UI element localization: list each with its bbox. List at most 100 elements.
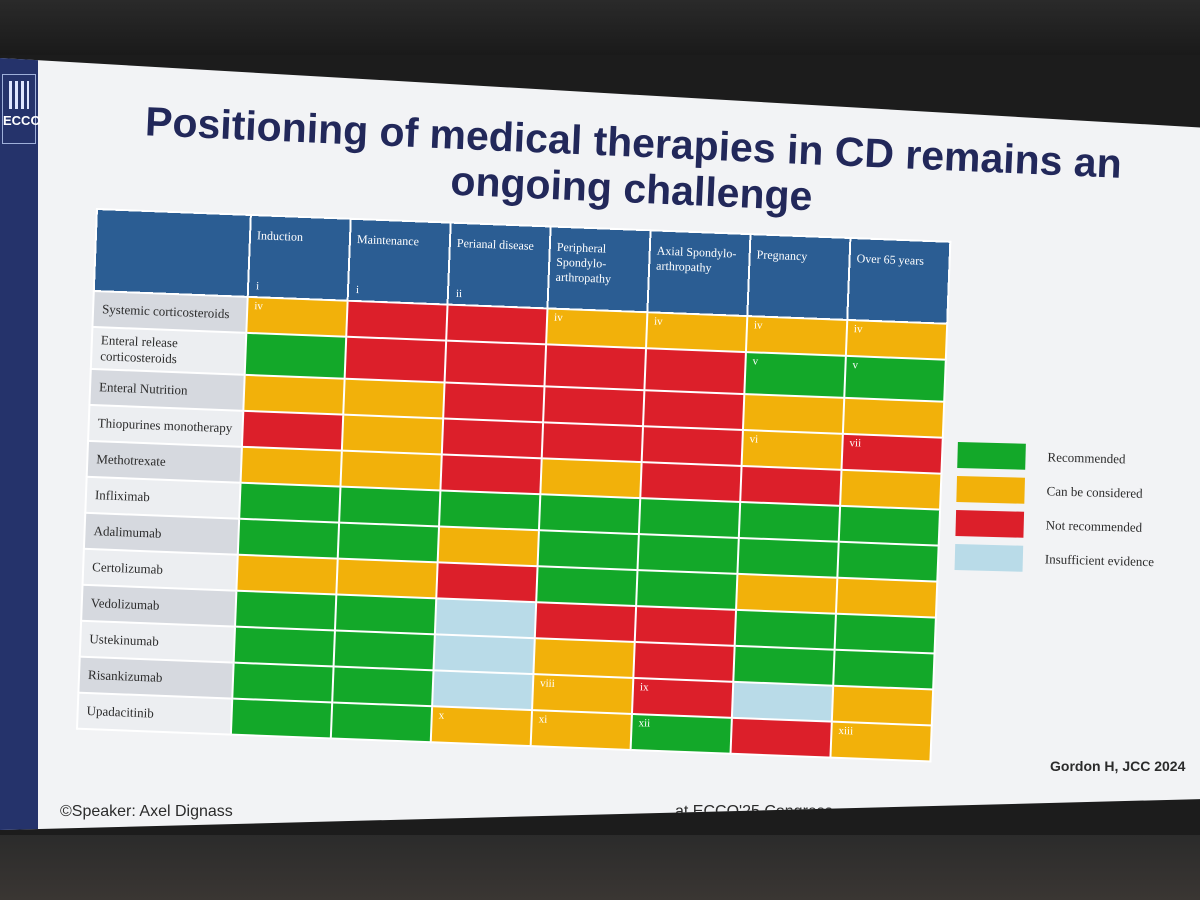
status-cell [344,336,447,383]
stage-floor [0,835,1200,900]
status-cell [543,386,645,427]
status-cell [537,530,639,571]
legend-item: Can be considered [956,472,1156,511]
status-cell: iv [246,296,348,337]
congress-label: at ECCO'25 Congress [675,803,833,820]
table-corner-cell [93,209,251,297]
status-cell [437,526,539,567]
row-label: Adalimumab [83,512,240,555]
status-cell: viii [532,674,634,714]
status-cell [237,518,340,559]
status-cell [842,397,945,438]
status-cell [644,348,746,395]
ceiling [0,0,1200,55]
column-header-note: ii [455,287,463,301]
status-cell [446,304,548,345]
column-header-label: Perianal disease [456,235,535,253]
status-cell [643,390,745,430]
status-cell [736,573,838,614]
status-cell [838,505,941,546]
status-cell [441,418,544,459]
row-label: Thiopurines monotherapy [88,404,244,447]
status-cell [536,566,638,607]
column-header-label: Maintenance [356,232,420,249]
column-header: Maintenance i [347,218,451,305]
status-cell [534,602,637,643]
status-cell: iv [646,312,748,353]
status-cell [334,594,437,635]
status-cell [533,638,635,678]
row-label: Risankizumab [78,656,234,699]
status-cell: iv [845,319,948,360]
status-cell [236,554,338,595]
column-header-label: Over 65 years [856,251,925,268]
status-cell [343,378,445,419]
status-cell [333,630,435,671]
column-header-label: Axial Spondylo-arthropathy [655,243,737,275]
status-cell [332,666,434,707]
status-cell [330,702,433,743]
status-cell [834,613,936,654]
status-cell [837,541,939,582]
legend-swatch [954,543,1024,572]
status-cell [440,454,542,495]
status-cell [434,598,537,639]
status-cell [444,340,547,387]
status-cell [835,577,938,618]
row-label: Infliximab [85,476,241,519]
logo-text: ECCO [3,113,41,128]
row-label: Enteral Nutrition [89,368,245,411]
row-label: Certolizumab [82,548,238,591]
column-header: Axial Spondylo-arthropathy [647,230,751,317]
logo-grid-icon [9,81,29,109]
status-cell [640,462,742,502]
column-header-label: Peripheral Spondylo-arthropathy [555,239,612,286]
row-label: Vedolizumab [81,584,237,627]
legend: Recommended Can be considered Not recommen… [954,438,1157,579]
row-label: Ustekinumab [79,620,236,663]
therapy-table: Induction i Maintenance i Perianal disease ii… [76,208,951,762]
column-header: Peripheral Spondylo-arthropathy [547,226,651,313]
status-cell [730,717,832,758]
speaker-credit: ©Speaker: Axel Dignass [60,803,233,820]
row-label: Methotrexate [86,440,242,483]
status-cell [833,649,935,690]
slide-side-bar: ECCO [0,58,41,830]
legend-label: Not recommended [1045,517,1143,535]
status-cell [346,300,448,341]
row-label: Systemic corticosteroids [92,290,248,333]
status-cell [840,469,942,510]
status-cell [737,537,839,578]
table-body: Systemic corticosteroids iv iv iv iv iv Entera… [76,290,948,762]
status-cell [540,458,642,499]
column-header: Over 65 years [847,237,951,324]
status-cell [742,394,845,434]
status-cell [641,426,743,466]
status-cell [436,562,538,603]
citation: Gordon H, JCC 2024 [1050,758,1186,774]
legend-item: Recommended [957,438,1157,477]
status-cell [433,634,535,675]
status-cell [230,698,333,739]
status-cell: v [844,355,946,402]
legend-swatch [955,509,1025,538]
status-cell [633,642,735,682]
status-cell: iv [745,316,848,356]
column-header-label: Induction [256,228,304,244]
status-cell: xiii [830,721,932,762]
legend-label: Insufficient evidence [1044,551,1155,570]
status-cell [831,685,934,726]
status-cell [244,332,347,379]
status-cell: xii [630,713,732,754]
status-cell [240,446,342,487]
legend-label: Can be considered [1046,483,1143,501]
slide: ECCO Positioning of medical therapies in… [0,58,1200,830]
row-label: Upadacitinib [76,692,233,735]
status-cell [738,501,841,542]
status-cell: x [430,706,533,747]
status-cell [239,482,341,523]
row-label: Enteral release corticosteroids [90,326,247,375]
status-cell [232,662,334,703]
column-header: Induction i [247,214,351,301]
status-cell [339,486,441,527]
